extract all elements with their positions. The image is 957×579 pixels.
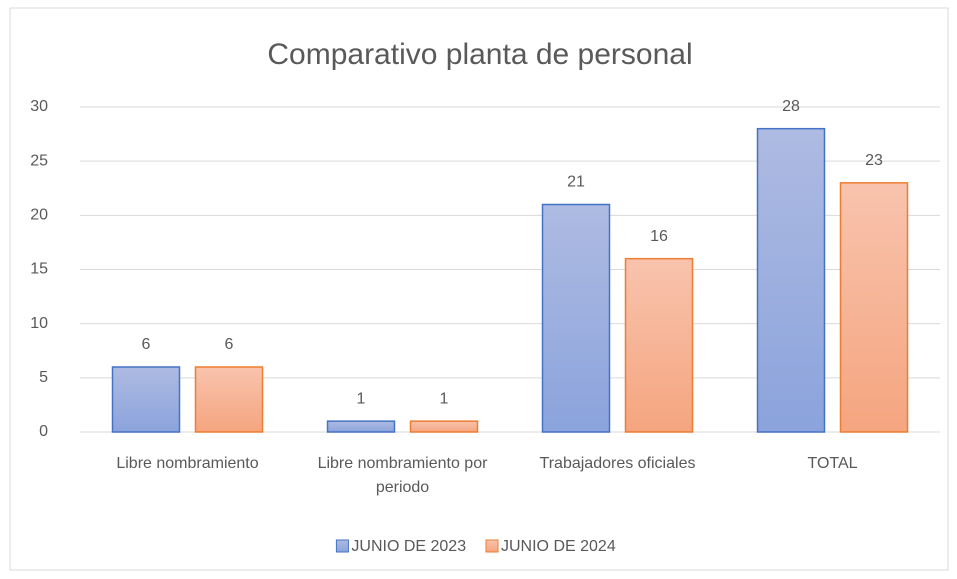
legend-label: JUNIO DE 2023 <box>351 538 466 555</box>
legend-swatch <box>335 539 349 553</box>
y-tick-label: 20 <box>30 207 48 224</box>
y-tick-label: 15 <box>30 261 48 278</box>
y-tick-label: 10 <box>30 315 48 332</box>
data-label: 21 <box>567 174 585 191</box>
data-label: 6 <box>225 336 234 353</box>
bar <box>111 366 181 433</box>
data-label: 16 <box>650 228 668 245</box>
bar <box>194 366 264 433</box>
bar <box>839 182 909 433</box>
bar <box>541 203 611 433</box>
data-label: 1 <box>357 390 366 407</box>
chart-title: Comparativo planta de personal <box>267 38 692 71</box>
legend-label: JUNIO DE 2024 <box>501 538 616 555</box>
x-tick-label: Libre nombramiento por periodo <box>317 455 488 496</box>
bar <box>326 420 396 433</box>
data-label: 6 <box>142 336 151 353</box>
bar <box>624 257 694 433</box>
data-label: 23 <box>865 152 883 169</box>
legend-swatch <box>485 539 499 553</box>
bar <box>756 127 826 433</box>
data-label: 28 <box>782 98 800 115</box>
y-tick-label: 0 <box>39 423 48 440</box>
y-tick-label: 30 <box>30 98 48 115</box>
y-tick-label: 25 <box>30 152 48 169</box>
x-tick-label: Libre nombramiento <box>116 455 259 472</box>
data-label: 1 <box>440 390 449 407</box>
x-tick-label: Trabajadores oficiales <box>539 455 696 472</box>
y-tick-label: 5 <box>39 369 48 386</box>
x-tick-label: TOTAL <box>807 455 858 472</box>
bar <box>409 420 479 433</box>
